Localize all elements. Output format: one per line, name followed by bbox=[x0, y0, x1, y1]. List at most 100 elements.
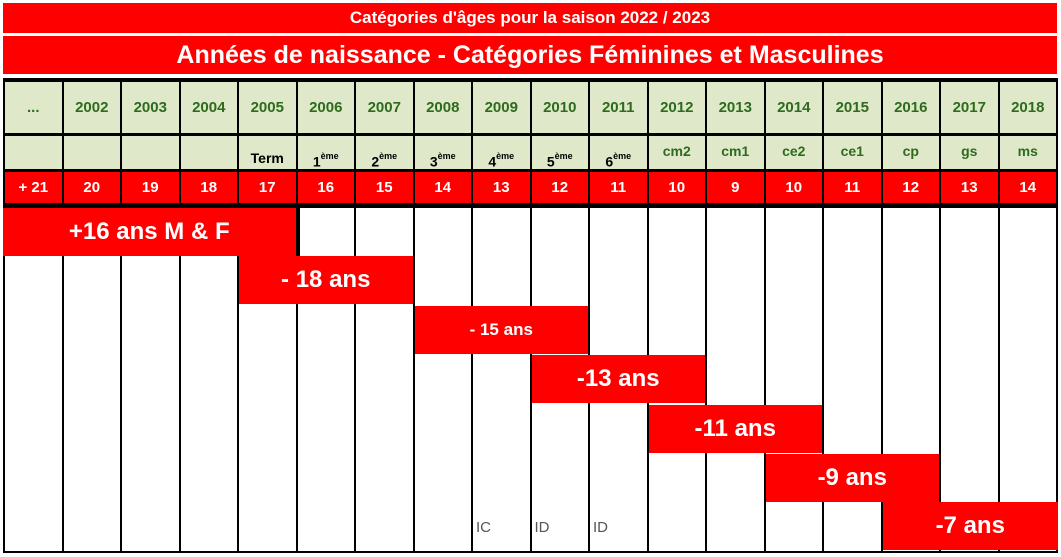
year-cell: 2016 bbox=[882, 82, 939, 133]
year-cell: 2007 bbox=[356, 82, 413, 133]
column-note: ID bbox=[593, 519, 608, 536]
school-level: Term bbox=[250, 150, 284, 166]
age-cell: 10 bbox=[765, 172, 822, 203]
category-bar: -9 ans bbox=[765, 454, 939, 502]
school-level: 1 bbox=[312, 153, 321, 169]
age-value: 13 bbox=[492, 179, 510, 196]
school-level: ce2 bbox=[782, 143, 806, 159]
age-cell: 9 bbox=[707, 172, 764, 203]
age-cell: 16 bbox=[297, 172, 354, 203]
year-label: 2014 bbox=[777, 99, 811, 116]
grid-column bbox=[180, 208, 237, 551]
age-value: 19 bbox=[141, 179, 159, 196]
year-label: 2016 bbox=[894, 99, 928, 116]
category-table: ... + 21 2002 20 2003 19 2004 18 2005 Term 17 2006 1… bbox=[3, 78, 1058, 553]
level-cell: Term bbox=[239, 136, 296, 169]
age-cell: 19 bbox=[122, 172, 179, 203]
age-value: 12 bbox=[902, 179, 920, 196]
school-level: 4 bbox=[488, 153, 497, 169]
school-level: cp bbox=[902, 143, 919, 159]
year-cell: 2009 bbox=[473, 82, 530, 133]
level-cell: 1ème bbox=[297, 136, 354, 169]
level-cell: 5ème bbox=[531, 136, 588, 169]
level-ordinal-suffix: ème bbox=[320, 151, 339, 161]
level-cell bbox=[63, 136, 120, 169]
category-bar: -11 ans bbox=[648, 405, 822, 453]
year-label: 2007 bbox=[367, 99, 401, 116]
page-subtitle: Années de naissance - Catégories Féminin… bbox=[3, 36, 1057, 74]
age-value: 14 bbox=[1019, 179, 1037, 196]
year-label: 2004 bbox=[192, 99, 226, 116]
grid-column bbox=[5, 208, 62, 551]
age-cell: 18 bbox=[180, 172, 237, 203]
age-value: 14 bbox=[434, 179, 452, 196]
age-cell: 12 bbox=[882, 172, 939, 203]
level-cell: 3ème bbox=[414, 136, 471, 169]
year-cell: 2011 bbox=[590, 82, 647, 133]
year-label: 2002 bbox=[75, 99, 109, 116]
year-cell: 2013 bbox=[707, 82, 764, 133]
age-cell: 13 bbox=[473, 172, 530, 203]
age-cell: 14 bbox=[999, 172, 1056, 203]
age-value: 11 bbox=[610, 179, 627, 196]
year-cell: 2010 bbox=[531, 82, 588, 133]
level-cell: 4ème bbox=[473, 136, 530, 169]
year-label: ... bbox=[26, 99, 40, 116]
year-label: 2005 bbox=[250, 99, 284, 116]
year-label: 2008 bbox=[426, 99, 460, 116]
year-cell: 2002 bbox=[63, 82, 120, 133]
page-title: Catégories d'âges pour la saison 2022 / … bbox=[3, 3, 1057, 33]
age-cell: 11 bbox=[590, 172, 647, 203]
age-cell: 11 bbox=[824, 172, 881, 203]
age-value: 10 bbox=[785, 179, 803, 196]
level-cell bbox=[122, 136, 179, 169]
year-label: 2015 bbox=[835, 99, 869, 116]
year-cell: ... bbox=[5, 82, 62, 133]
school-level: 3 bbox=[429, 153, 438, 169]
level-cell: gs bbox=[941, 136, 998, 169]
category-label: -13 ans bbox=[576, 365, 660, 392]
school-level: cm2 bbox=[662, 143, 691, 159]
column-note: IC bbox=[476, 519, 491, 536]
age-value: 9 bbox=[731, 179, 740, 196]
age-cell: 15 bbox=[356, 172, 413, 203]
year-cell: 2014 bbox=[765, 82, 822, 133]
age-value: 11 bbox=[844, 179, 861, 196]
year-cell: 2005 bbox=[239, 82, 296, 133]
school-level: 6 bbox=[605, 153, 614, 169]
grid-column bbox=[707, 208, 764, 551]
age-cell: 17 bbox=[239, 172, 296, 203]
level-cell bbox=[5, 136, 62, 169]
year-cell: 2017 bbox=[941, 82, 998, 133]
school-level: ce1 bbox=[840, 143, 864, 159]
column-note: ID bbox=[534, 519, 550, 536]
category-label: -11 ans bbox=[694, 415, 776, 442]
level-cell: cm2 bbox=[648, 136, 705, 169]
category-bar: +16 ans M & F bbox=[3, 208, 300, 256]
level-ordinal-suffix: ème bbox=[613, 151, 632, 161]
school-level: ms bbox=[1017, 143, 1038, 159]
year-cell: 2003 bbox=[122, 82, 179, 133]
age-cell: 12 bbox=[531, 172, 588, 203]
level-ordinal-suffix: ème bbox=[379, 151, 398, 161]
year-cell: 2018 bbox=[999, 82, 1056, 133]
age-value: 15 bbox=[375, 179, 393, 196]
level-cell: ms bbox=[999, 136, 1056, 169]
age-cell: 10 bbox=[648, 172, 705, 203]
year-label: 2017 bbox=[952, 99, 986, 116]
category-label: -9 ans bbox=[817, 464, 887, 491]
grid-column bbox=[122, 208, 179, 551]
level-cell: cm1 bbox=[707, 136, 764, 169]
school-level: gs bbox=[961, 143, 978, 159]
category-label: - 15 ans bbox=[469, 320, 533, 339]
grid-column bbox=[414, 208, 471, 551]
year-cell: 2004 bbox=[180, 82, 237, 133]
age-value: + 21 bbox=[18, 179, 49, 196]
age-value: 12 bbox=[551, 179, 569, 196]
grid-column bbox=[999, 208, 1056, 551]
category-bar: - 18 ans bbox=[239, 256, 413, 304]
school-level: 2 bbox=[371, 153, 380, 169]
year-label: 2013 bbox=[718, 99, 752, 116]
level-cell: 6ème bbox=[590, 136, 647, 169]
year-label: 2011 bbox=[601, 99, 635, 116]
